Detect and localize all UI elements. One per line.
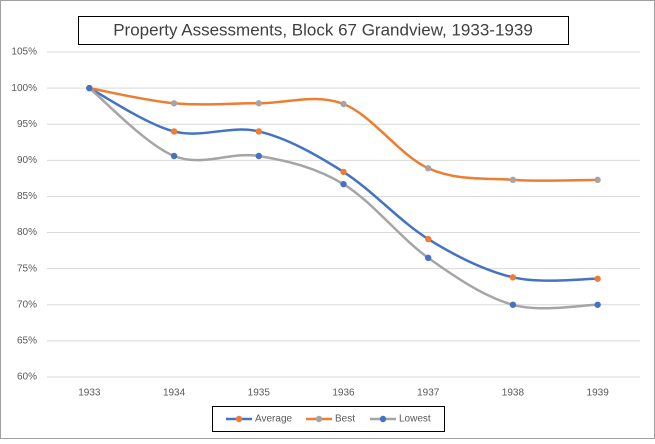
- marker: [594, 275, 601, 282]
- x-tick-label: 1933: [78, 388, 101, 399]
- legend-label: Best: [335, 414, 355, 425]
- marker: [509, 274, 517, 281]
- title-box: [78, 16, 569, 45]
- marker: [170, 152, 178, 160]
- marker: [255, 128, 262, 135]
- marker: [340, 168, 347, 176]
- marker: [340, 180, 347, 188]
- y-tick-label: 90%: [17, 155, 37, 166]
- marker: [255, 152, 262, 160]
- marker: [425, 165, 432, 172]
- y-tick-label: 60%: [17, 372, 37, 383]
- y-tick-label: 95%: [17, 119, 37, 130]
- marker: [594, 301, 601, 308]
- marker: [594, 176, 601, 184]
- legend-label: Lowest: [399, 414, 431, 425]
- y-tick-label: 75%: [17, 263, 37, 274]
- marker: [170, 100, 178, 107]
- marker: [509, 301, 517, 308]
- x-tick-label: 1935: [248, 388, 271, 399]
- marker: [170, 128, 178, 135]
- y-tick-label: 105%: [11, 47, 37, 58]
- legend-marker: [379, 415, 387, 423]
- y-tick-label: 70%: [17, 299, 37, 310]
- legend-marker: [235, 415, 243, 423]
- marker: [340, 100, 347, 108]
- x-tick-label: 1937: [417, 388, 440, 399]
- x-tick-label: 1939: [587, 388, 610, 399]
- y-tick-label: 85%: [17, 191, 37, 202]
- x-tick-label: 1936: [332, 388, 355, 399]
- y-tick-label: 80%: [17, 227, 37, 238]
- legend-marker: [315, 415, 323, 423]
- marker: [255, 100, 262, 107]
- y-tick-label: 65%: [17, 336, 37, 347]
- marker: [425, 235, 432, 243]
- x-tick-label: 1934: [163, 388, 186, 399]
- x-tick-label: 1938: [502, 388, 525, 399]
- chart-title: Property Assessments, Block 67 Grandview…: [113, 20, 533, 39]
- marker: [509, 176, 517, 184]
- y-tick-label: 100%: [11, 83, 37, 94]
- marker: [86, 84, 93, 92]
- legend-label: Average: [255, 414, 293, 425]
- marker: [425, 254, 432, 262]
